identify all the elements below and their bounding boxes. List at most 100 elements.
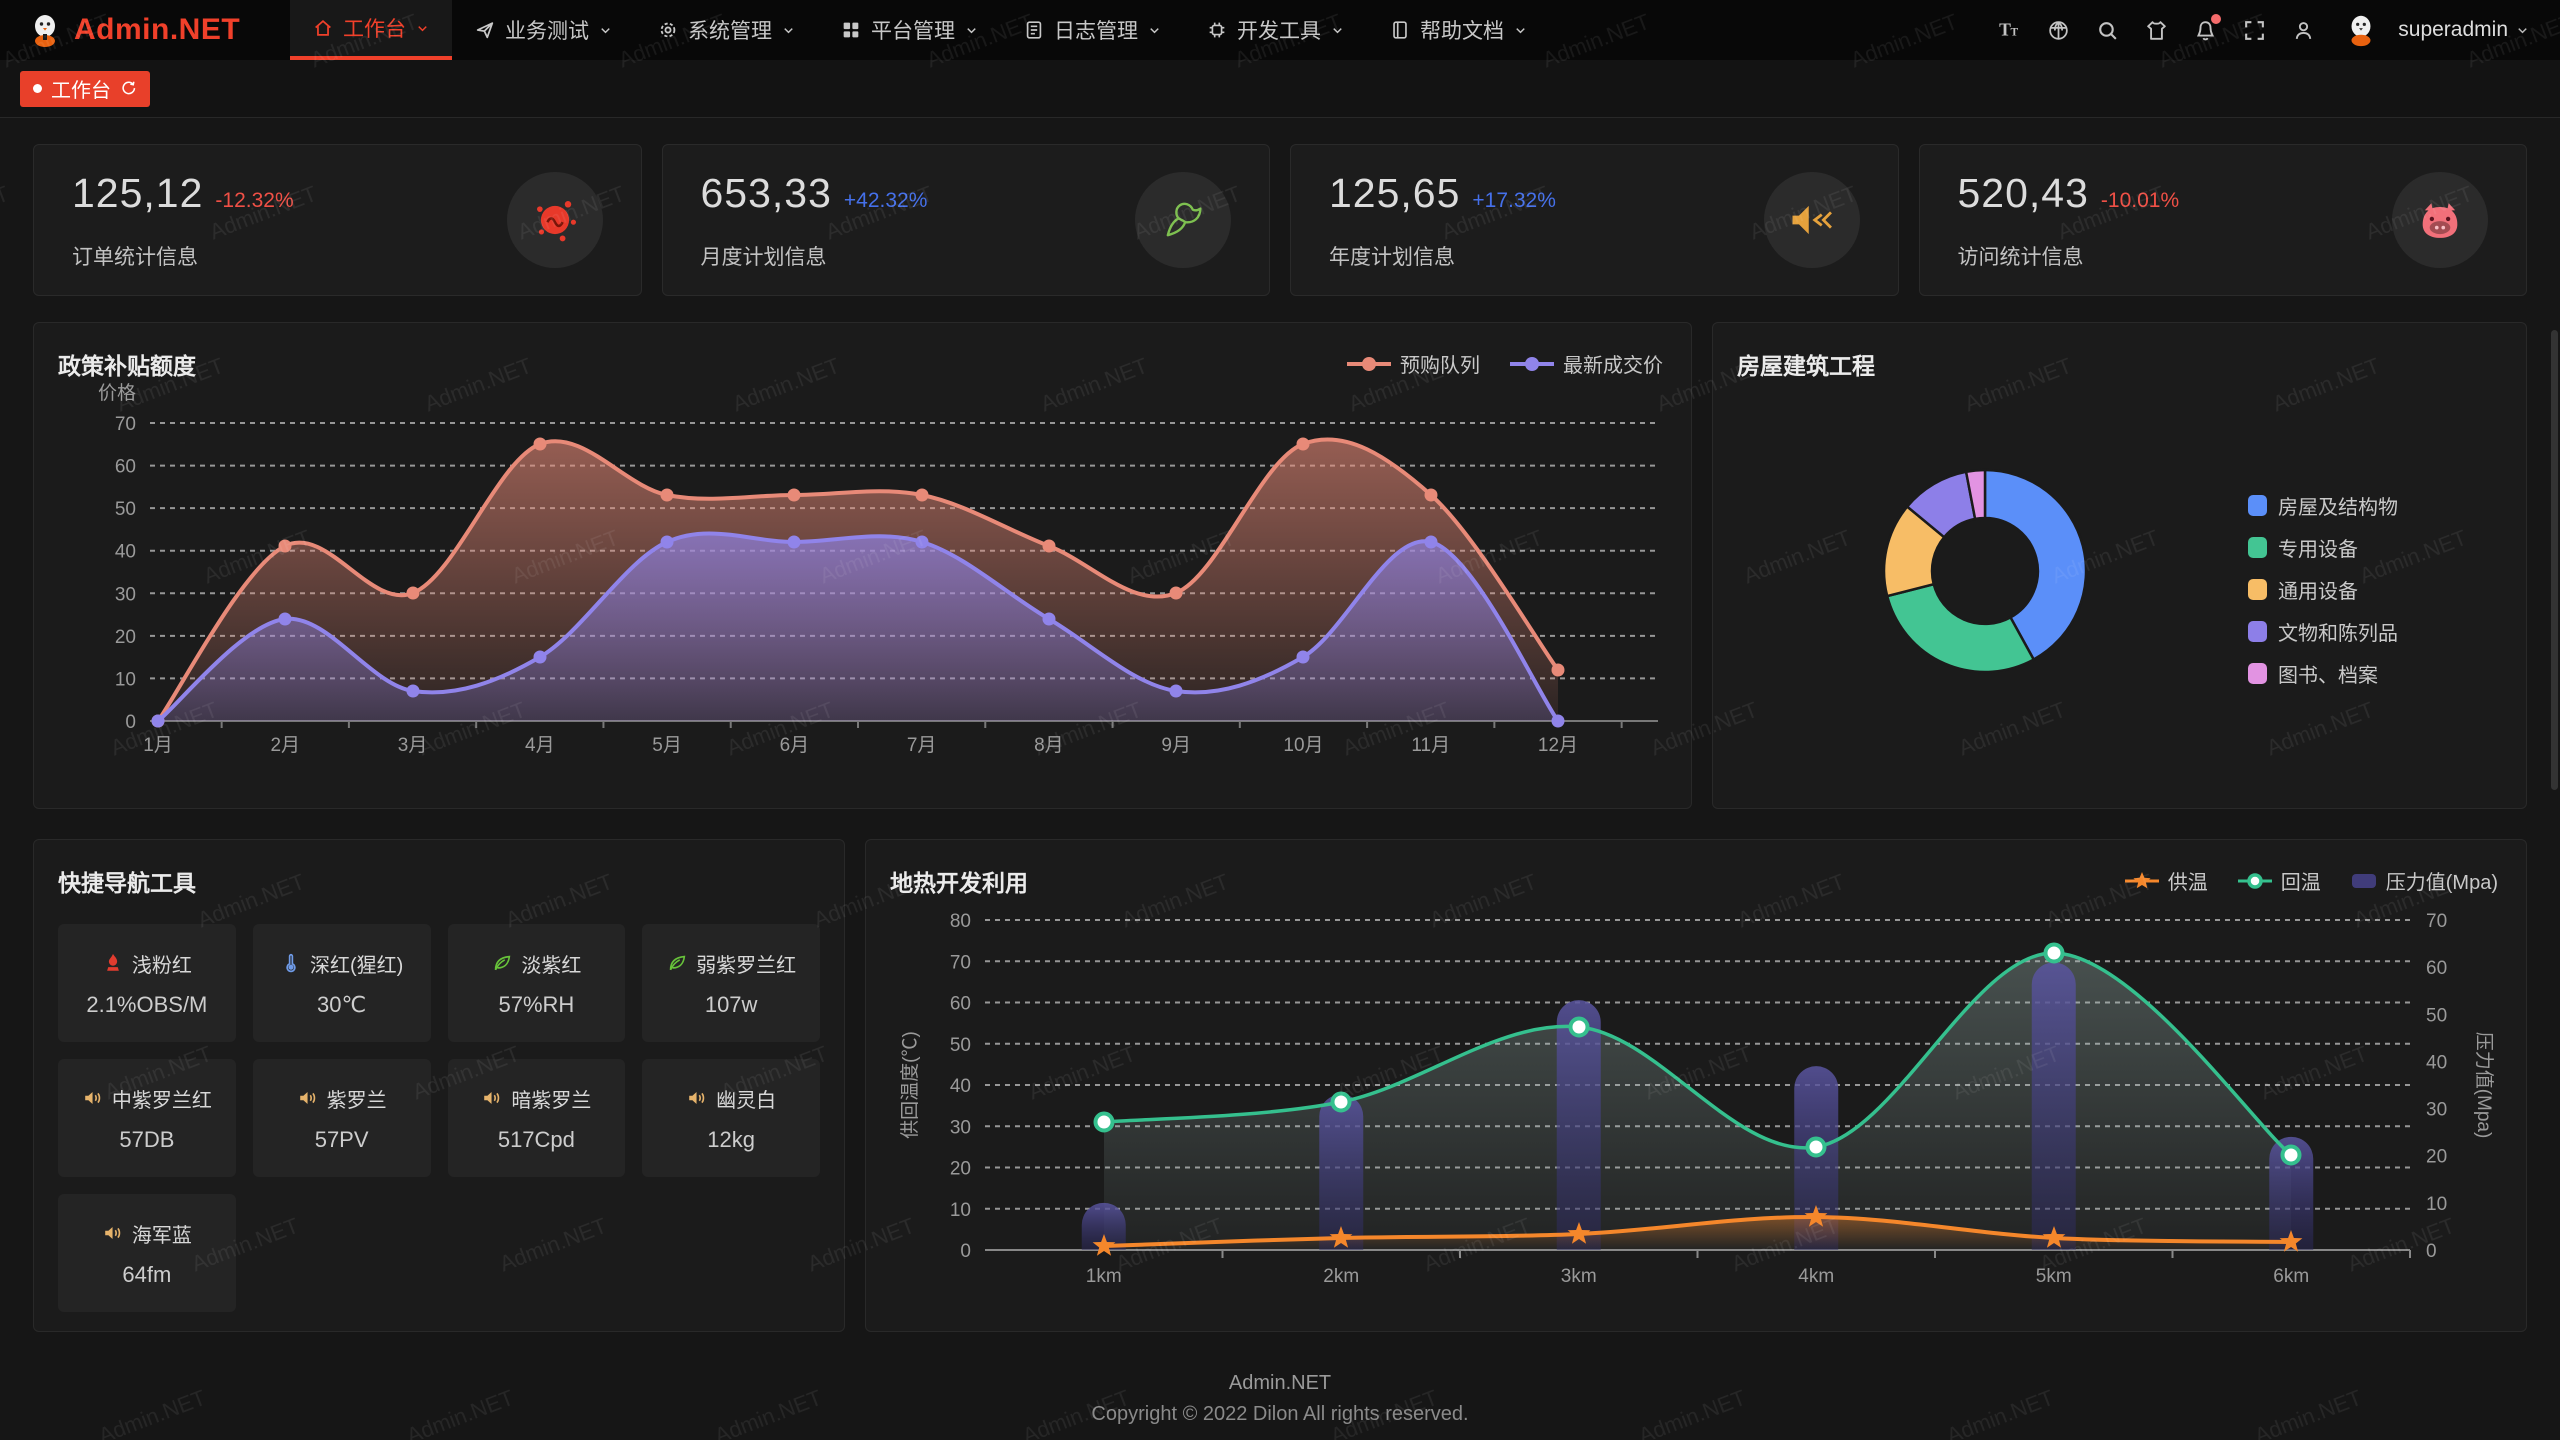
avatar[interactable]: [2343, 12, 2379, 48]
legend-item[interactable]: 供温: [2124, 866, 2208, 895]
legend-item[interactable]: 文物和陈列品: [2248, 617, 2398, 646]
svg-text:0: 0: [125, 712, 136, 733]
menu-item-帮助文档[interactable]: 帮助文档: [1367, 0, 1550, 60]
user-menu[interactable]: superadmin: [2398, 18, 2530, 42]
menu-item-平台管理[interactable]: 平台管理: [818, 0, 1001, 60]
geothermal-chart: 0 10 20 30 40 50 60 70 80 0 10 20 30 40 50 60 70 供回温度(℃) 压…: [899, 911, 2495, 1287]
notification-icon[interactable]: [2190, 14, 2222, 45]
page-footer: Admin.NET Copyright © 2022 Dilon All rig…: [33, 1372, 2527, 1426]
stat-label: 年度计划信息: [1329, 245, 1455, 269]
svg-text:20: 20: [950, 1159, 971, 1180]
quick-nav-value: 517Cpd: [497, 1126, 575, 1152]
quick-nav-item[interactable]: 幽灵白 12kg: [642, 1059, 820, 1177]
chevron-down-icon: [2515, 23, 2530, 38]
quick-nav-item[interactable]: 浅粉红 2.1%OBS/M: [58, 924, 236, 1042]
language-icon[interactable]: [2043, 15, 2073, 45]
quick-nav-item[interactable]: 海军蓝 64fm: [58, 1194, 236, 1312]
svg-text:3月: 3月: [398, 735, 428, 756]
svg-text:10: 10: [950, 1200, 971, 1221]
brand-logo[interactable]: Admin.NET: [0, 11, 290, 49]
tab-workbench[interactable]: 工作台: [20, 70, 150, 107]
panel-title: 房屋建筑工程: [1737, 353, 1875, 379]
legend-item[interactable]: 通用设备: [2248, 575, 2398, 604]
svg-text:1月: 1月: [143, 735, 173, 756]
stat-value: 653,33: [700, 169, 832, 216]
quick-nav-item[interactable]: 紫罗兰 57PV: [252, 1059, 431, 1177]
quick-nav-item[interactable]: 暗紫罗兰 517Cpd: [447, 1059, 626, 1177]
docs-icon: [1389, 19, 1411, 41]
svg-text:60: 60: [115, 457, 136, 478]
stat-label: 订单统计信息: [72, 245, 198, 269]
legend-item[interactable]: 预购队列: [1347, 349, 1480, 378]
stat-card: 125,12 -12.32% 订单统计信息: [33, 144, 642, 296]
legend-item[interactable]: 压力值(Mpa): [2351, 866, 2498, 895]
tools-icon: [1206, 19, 1228, 41]
notification-badge: [2211, 14, 2222, 24]
svg-text:供回温度(℃): 供回温度(℃): [899, 1031, 921, 1139]
svg-text:6月: 6月: [780, 735, 810, 756]
svg-text:4月: 4月: [525, 735, 555, 756]
legend-item[interactable]: 图书、档案: [2248, 659, 2398, 688]
quick-nav-value: 12kg: [707, 1126, 755, 1152]
workbench-content: 125,12 -12.32% 订单统计信息 653,33 +42.32% 月度计划信息 12…: [0, 118, 2560, 1426]
quick-nav-item[interactable]: 深红(猩红) 30℃: [252, 924, 431, 1042]
menu-item-开发工具[interactable]: 开发工具: [1184, 0, 1367, 60]
grid-icon: [840, 19, 862, 41]
chevron-down-icon: [1513, 23, 1528, 38]
legend-swatch-icon: [2248, 579, 2267, 600]
theme-icon[interactable]: [2141, 15, 2171, 45]
legend-swatch-icon: [2248, 495, 2267, 516]
user-icon[interactable]: [2288, 15, 2318, 45]
quick-nav-item[interactable]: 中紫罗兰红 57DB: [58, 1059, 236, 1177]
svg-text:8月: 8月: [1034, 735, 1064, 756]
quick-nav-item[interactable]: 淡紫红 57%RH: [447, 924, 626, 1042]
stat-label: 月度计划信息: [700, 245, 827, 269]
scrollbar-thumb[interactable]: [2551, 330, 2558, 790]
svg-text:70: 70: [2426, 911, 2447, 932]
speaker-icon: [686, 1087, 708, 1109]
housing-donut-chart: [1737, 393, 2237, 793]
quick-nav-value: 2.1%OBS/M: [86, 991, 208, 1017]
tabs-bar: 工作台: [0, 60, 2560, 118]
speaker-icon: [481, 1087, 503, 1109]
chevron-down-icon: [598, 23, 613, 38]
tab-label: 工作台: [51, 80, 111, 102]
refresh-icon[interactable]: [120, 80, 137, 97]
quick-nav-value: 57PV: [314, 1126, 369, 1152]
menu-item-系统管理[interactable]: 系统管理: [635, 0, 818, 60]
chevron-down-icon: [415, 21, 430, 36]
stat-value: 520,43: [1957, 169, 2089, 216]
svg-text:3km: 3km: [1561, 1266, 1597, 1287]
fire-icon: [102, 952, 124, 974]
leaf-icon: [666, 952, 688, 974]
legend-bar-icon: [2351, 873, 2376, 888]
footer-brand: Admin.NET: [1228, 1372, 1332, 1394]
quick-nav-value: 57%RH: [498, 991, 575, 1017]
housing-donut-legend: 房屋及结构物 专用设备通用设备文物和陈列品 图书、档案: [2248, 491, 2398, 688]
penguin-logo-icon: [26, 11, 64, 49]
legend-item[interactable]: 最新成交价: [1510, 349, 1663, 378]
legend-item[interactable]: 回温: [2237, 866, 2321, 895]
stat-value: 125,12: [72, 169, 204, 216]
quick-nav-value: 107w: [704, 991, 758, 1017]
legend-line-dot-icon: [1347, 356, 1391, 371]
fullscreen-icon[interactable]: [2239, 15, 2269, 45]
stat-cards-row: 125,12 -12.32% 订单统计信息 653,33 +42.32% 月度计划信息 12…: [33, 144, 2527, 296]
quick-nav-item[interactable]: 弱紫罗兰红 107w: [642, 924, 820, 1042]
legend-item[interactable]: 专用设备: [2248, 533, 2398, 562]
gear-icon: [657, 19, 679, 41]
search-icon[interactable]: [2092, 15, 2122, 45]
svg-text:30: 30: [2426, 1100, 2447, 1121]
svg-text:20: 20: [2426, 1147, 2447, 1168]
menu-item-业务测试[interactable]: 业务测试: [452, 0, 635, 60]
chevron-down-icon: [1330, 23, 1345, 38]
menu-item-日志管理[interactable]: 日志管理: [1001, 0, 1184, 60]
menu-item-工作台[interactable]: 工作台: [290, 0, 452, 60]
policy-subsidy-panel: 政策补贴额度 预购队列 最新成交价 价格 0 10 20 30 40 50 60 70 1月 2月 3月…: [33, 322, 1692, 809]
legend-item[interactable]: 房屋及结构物: [2248, 491, 2398, 520]
svg-text:5月: 5月: [652, 735, 682, 756]
chevron-down-icon: [781, 23, 796, 38]
stat-card: 520,43 -10.01% 访问统计信息: [1918, 144, 2527, 296]
